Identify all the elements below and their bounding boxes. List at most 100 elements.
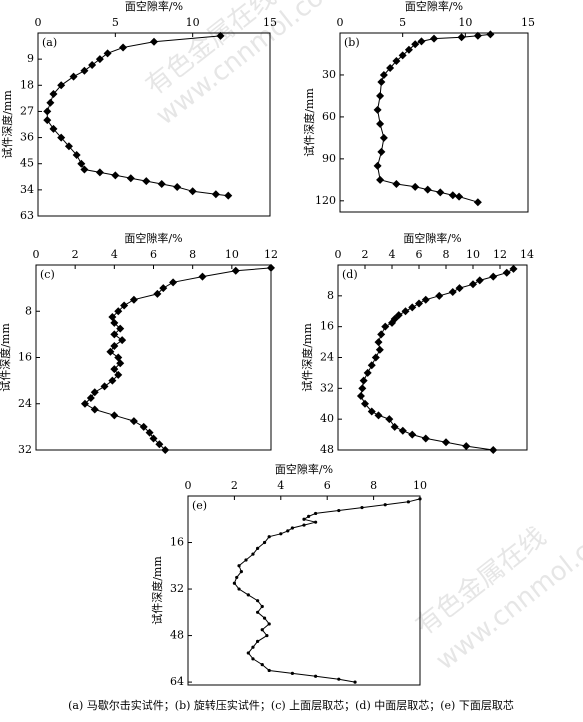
data-point <box>408 430 417 439</box>
data-point <box>398 426 407 435</box>
data-point <box>49 124 58 133</box>
data-point <box>72 151 81 159</box>
data-point <box>457 33 466 42</box>
data-point <box>119 43 128 52</box>
data-point <box>381 322 390 331</box>
plot-frame <box>35 264 272 451</box>
data-point <box>142 177 151 186</box>
data-point <box>436 188 445 197</box>
data-point <box>110 330 119 339</box>
y-tick-label: 64 <box>170 675 184 688</box>
y-tick-label: 16 <box>320 320 334 333</box>
data-point <box>216 31 225 40</box>
data-point <box>110 318 119 327</box>
data-point <box>265 633 269 638</box>
data-point <box>155 440 164 449</box>
data-point <box>114 370 123 379</box>
x-axis-title: 面空隙率/% <box>124 231 182 245</box>
y-tick-label: 16 <box>18 351 32 364</box>
data-point <box>77 159 86 168</box>
data-point <box>110 365 119 374</box>
data-point <box>421 434 430 443</box>
data-point <box>69 72 78 81</box>
data-point <box>509 264 518 273</box>
data-point <box>188 187 197 196</box>
data-point <box>46 98 55 107</box>
y-tick-label: 90 <box>322 152 336 165</box>
x-tick-label: 6 <box>416 248 423 261</box>
data-point <box>408 303 417 312</box>
data-point <box>120 301 129 310</box>
y-tick-label: 24 <box>18 397 32 410</box>
data-point <box>462 442 471 451</box>
data-point <box>224 191 233 200</box>
data-point <box>260 628 264 632</box>
data-point <box>149 434 158 443</box>
data-point <box>235 575 239 580</box>
data-point <box>90 388 99 397</box>
data-point <box>173 182 182 191</box>
data-point <box>251 552 255 556</box>
data-point <box>486 30 495 39</box>
x-axis-title: 面空隙率/% <box>405 0 463 13</box>
data-point <box>153 289 162 298</box>
data-point <box>411 182 420 191</box>
data-point <box>448 287 457 296</box>
data-point <box>260 663 264 667</box>
y-tick-label: 32 <box>18 443 32 456</box>
data-point <box>211 190 220 199</box>
y-tick-label: 9 <box>27 52 34 65</box>
x-tick-label: 0 <box>335 248 342 261</box>
data-point <box>376 119 385 128</box>
data-point <box>356 392 365 401</box>
x-tick-label: 2 <box>231 479 238 492</box>
data-point <box>290 526 294 530</box>
data-point <box>169 278 178 287</box>
x-axis-title: 面空隙率/% <box>403 231 461 245</box>
x-tick-label: 0 <box>185 479 192 492</box>
data-point <box>411 40 420 49</box>
data-point <box>392 180 401 189</box>
data-point <box>88 60 97 69</box>
data-point <box>376 175 385 184</box>
data-point <box>383 503 387 507</box>
data-point <box>244 558 248 562</box>
data-point <box>314 511 318 516</box>
data-point <box>307 514 311 518</box>
data-point <box>251 645 255 649</box>
data-point <box>100 382 109 391</box>
data-point <box>361 399 369 408</box>
data-point <box>279 532 283 536</box>
data-point <box>360 506 364 510</box>
data-point <box>379 133 388 142</box>
y-axis-title: 试件深度/mm <box>0 90 14 159</box>
data-point <box>392 56 401 65</box>
data-point <box>251 657 255 661</box>
x-tick-label: 10 <box>458 16 472 29</box>
plot-frame <box>187 495 421 686</box>
y-tick-label: 63 <box>20 209 34 222</box>
data-point <box>80 66 89 75</box>
data-point <box>401 307 410 316</box>
panel-label: (e) <box>192 499 207 512</box>
data-point <box>90 405 99 414</box>
data-point <box>386 63 395 72</box>
data-point <box>371 353 380 362</box>
x-tick-label: 4 <box>277 479 284 492</box>
data-point <box>423 185 432 194</box>
data-point <box>256 546 260 550</box>
y-axis-title: 试件深度/mm <box>0 323 12 392</box>
data-point <box>489 446 498 454</box>
data-point <box>95 168 104 177</box>
y-tick-label: 16 <box>170 536 184 549</box>
data-point <box>129 295 138 304</box>
data-point <box>57 81 66 90</box>
data-point <box>49 90 58 98</box>
y-tick-label: 34 <box>20 183 34 196</box>
data-point <box>260 604 264 609</box>
data-point <box>246 593 250 597</box>
data-point <box>114 307 123 316</box>
data-point <box>363 368 372 377</box>
data-point <box>302 517 306 521</box>
